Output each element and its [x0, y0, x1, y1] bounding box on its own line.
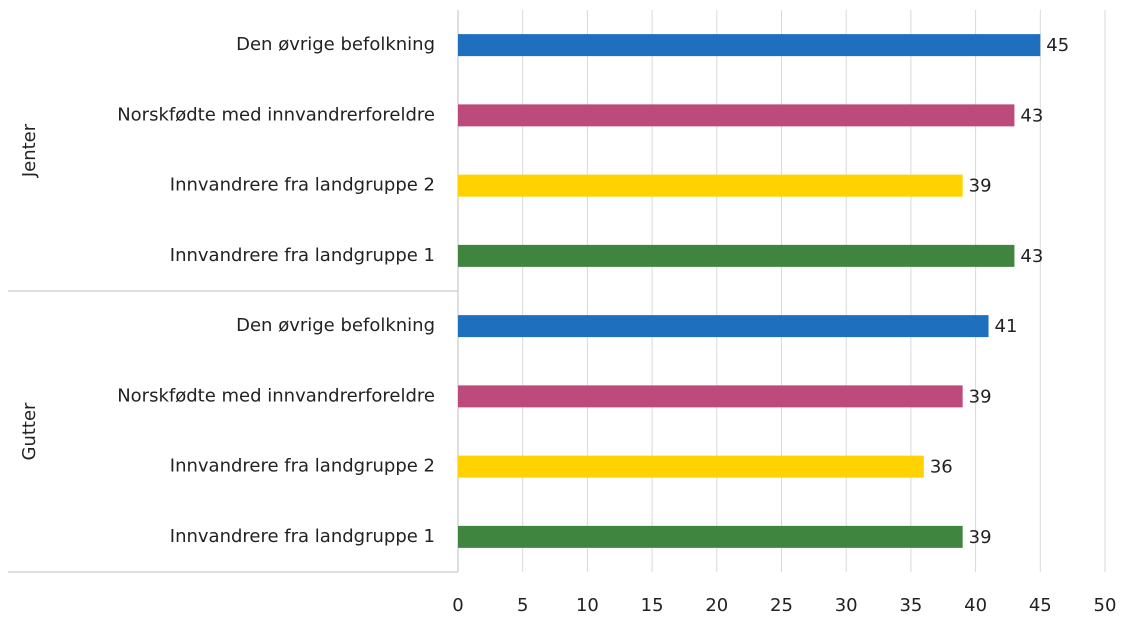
bar — [458, 174, 963, 197]
data-label: 43 — [1020, 105, 1043, 126]
data-label: 39 — [969, 386, 992, 407]
category-label: Norskfødte med innvandrerforeldre — [117, 104, 435, 125]
data-label: 43 — [1020, 246, 1043, 267]
x-tick-label: 15 — [641, 595, 664, 616]
x-tick-label: 25 — [770, 595, 793, 616]
x-tick-label: 20 — [705, 595, 728, 616]
category-label: Norskfødte med innvandrerforeldre — [117, 385, 435, 406]
data-label: 39 — [969, 176, 992, 197]
group-label: Gutter — [19, 402, 40, 461]
x-tick-label: 50 — [1094, 595, 1117, 616]
x-tick-label: 40 — [964, 595, 987, 616]
category-label: Innvandrere fra landgruppe 2 — [170, 456, 435, 477]
bar — [458, 455, 924, 478]
category-label: Den øvrige befolkning — [236, 315, 435, 336]
category-label: Den øvrige befolkning — [236, 34, 435, 55]
category-label: Innvandrere fra landgruppe 1 — [170, 245, 435, 266]
x-tick-label: 5 — [517, 595, 528, 616]
bar — [458, 385, 963, 408]
x-tick-label: 35 — [899, 595, 922, 616]
x-tick-label: 0 — [452, 595, 463, 616]
data-label: 45 — [1046, 35, 1069, 56]
category-label: Innvandrere fra landgruppe 2 — [170, 175, 435, 196]
data-label: 39 — [969, 527, 992, 548]
data-label: 41 — [995, 316, 1018, 337]
bar — [458, 34, 1041, 57]
bar — [458, 244, 1015, 267]
x-tick-label: 45 — [1029, 595, 1052, 616]
bar — [458, 104, 1015, 127]
group-label: Jenter — [19, 123, 40, 178]
category-label: Innvandrere fra landgruppe 1 — [170, 526, 435, 547]
bar — [458, 525, 963, 548]
x-tick-label: 30 — [835, 595, 858, 616]
data-label: 36 — [930, 457, 953, 478]
bar — [458, 315, 989, 338]
x-tick-label: 10 — [576, 595, 599, 616]
